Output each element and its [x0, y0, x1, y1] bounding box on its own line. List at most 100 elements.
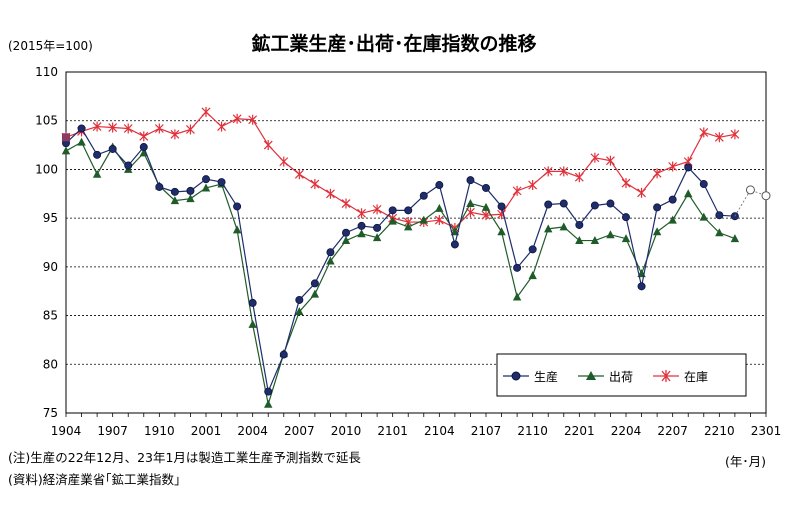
- unit-label: (2015年=100): [8, 39, 93, 53]
- production-point: [684, 163, 693, 172]
- production-point: [699, 180, 708, 189]
- shipment-point: [575, 236, 584, 245]
- inventory-point: [543, 166, 553, 177]
- production-point: [544, 200, 553, 209]
- forecast-point: [745, 185, 755, 195]
- y-tick-label: 80: [43, 357, 58, 371]
- production-point: [388, 206, 397, 215]
- inventory-point: [248, 114, 258, 125]
- production-point: [341, 228, 350, 237]
- inventory-point: [637, 187, 646, 198]
- x-tick-label: 2110: [517, 424, 548, 438]
- inventory-point: [590, 152, 600, 163]
- y-tick-label: 90: [43, 260, 58, 274]
- shipment-point: [372, 233, 382, 242]
- production-point: [606, 199, 615, 208]
- shipment-point: [77, 137, 86, 146]
- inventory-point: [652, 168, 662, 179]
- shipment-point: [92, 169, 102, 178]
- series-line-3: [734, 189, 767, 217]
- y-tick-label: 110: [35, 65, 58, 79]
- x-tick-label: 1904: [51, 424, 82, 438]
- legend: 生産 出荷 在庫: [496, 353, 747, 397]
- inventory-point: [139, 131, 149, 142]
- shipment-point: [388, 216, 397, 225]
- y-tick-label: 100: [35, 162, 58, 176]
- shipment-point: [590, 236, 600, 245]
- legend-box: [496, 353, 747, 397]
- shipment-point: [170, 196, 180, 205]
- production-point: [124, 161, 133, 170]
- shipment-point: [512, 292, 522, 301]
- production-point: [279, 350, 288, 359]
- production-point: [186, 186, 195, 195]
- shipment-point: [497, 227, 506, 236]
- production-point: [310, 279, 319, 288]
- inventory-point: [528, 180, 538, 191]
- shipment-point: [715, 228, 724, 237]
- inventory-point: [512, 185, 522, 196]
- production-point: [559, 199, 568, 208]
- legend-label-production: 生産: [534, 369, 558, 384]
- x-tick-label: 2104: [424, 424, 455, 438]
- inventory-point: [201, 106, 211, 117]
- production-point: [590, 201, 599, 210]
- inventory-point: [263, 140, 273, 151]
- x-tick-label: 2210: [704, 424, 735, 438]
- inventory-point: [574, 172, 584, 183]
- production-point: [575, 220, 584, 229]
- series-line-0: [65, 127, 735, 394]
- x-tick-label: 2201: [564, 424, 595, 438]
- x-tick-label: 2207: [657, 424, 688, 438]
- y-tick-label: 75: [43, 406, 58, 420]
- x-tick-label: 2107: [471, 424, 502, 438]
- inventory-point: [559, 166, 569, 177]
- inventory-point: [730, 129, 740, 140]
- y-tick-label: 85: [43, 309, 58, 323]
- legend-marker-shipment: [586, 371, 596, 380]
- x-tick-label: 2204: [611, 424, 642, 438]
- shipment-point: [559, 222, 568, 231]
- production-point: [622, 213, 631, 222]
- series-line-2: [65, 111, 736, 229]
- legend-label-shipment: 出荷: [609, 370, 633, 384]
- inventory-point: [170, 129, 180, 140]
- x-tick-label: 2010: [331, 424, 362, 438]
- x-tick-label: 2001: [191, 424, 222, 438]
- production-point: [248, 298, 257, 307]
- shipment-point: [61, 146, 71, 155]
- shipment-point: [341, 236, 351, 245]
- production-point: [668, 195, 677, 204]
- y-tick-label: 105: [35, 114, 58, 128]
- production-point: [481, 183, 490, 192]
- shipment-point: [481, 202, 491, 211]
- inventory-point: [668, 161, 678, 172]
- series-line-1: [65, 141, 736, 405]
- production-point: [497, 202, 506, 211]
- shipment-point: [404, 222, 413, 231]
- production-point: [295, 295, 304, 304]
- inventory-point: [232, 113, 242, 124]
- forecast-point: [761, 191, 771, 201]
- inventory-point: [466, 207, 475, 218]
- shipment-point: [295, 307, 304, 316]
- inventory-point: [326, 188, 335, 199]
- footnote-source: (資料)経済産業省｢鉱工業指数｣: [8, 472, 180, 487]
- production-point: [419, 191, 428, 200]
- inventory-point: [357, 208, 366, 219]
- inventory-point: [92, 121, 102, 132]
- shipment-point: [357, 229, 366, 238]
- production-point: [466, 176, 475, 185]
- production-point: [637, 282, 646, 291]
- inventory-point: [341, 198, 351, 209]
- shipment-point: [264, 399, 273, 408]
- x-axis: 1904 1907 1910 2001 2004 2007 2010 2101 2104 2107…: [51, 413, 782, 438]
- inventory-point: [699, 127, 709, 138]
- inventory-point: [372, 204, 382, 215]
- x-unit-label: (年･月): [725, 454, 766, 469]
- shipment-point: [684, 189, 693, 198]
- x-tick-label: 2301: [751, 424, 782, 438]
- inventory-point: [123, 123, 133, 134]
- production-point: [730, 212, 739, 221]
- grid: [66, 120, 766, 365]
